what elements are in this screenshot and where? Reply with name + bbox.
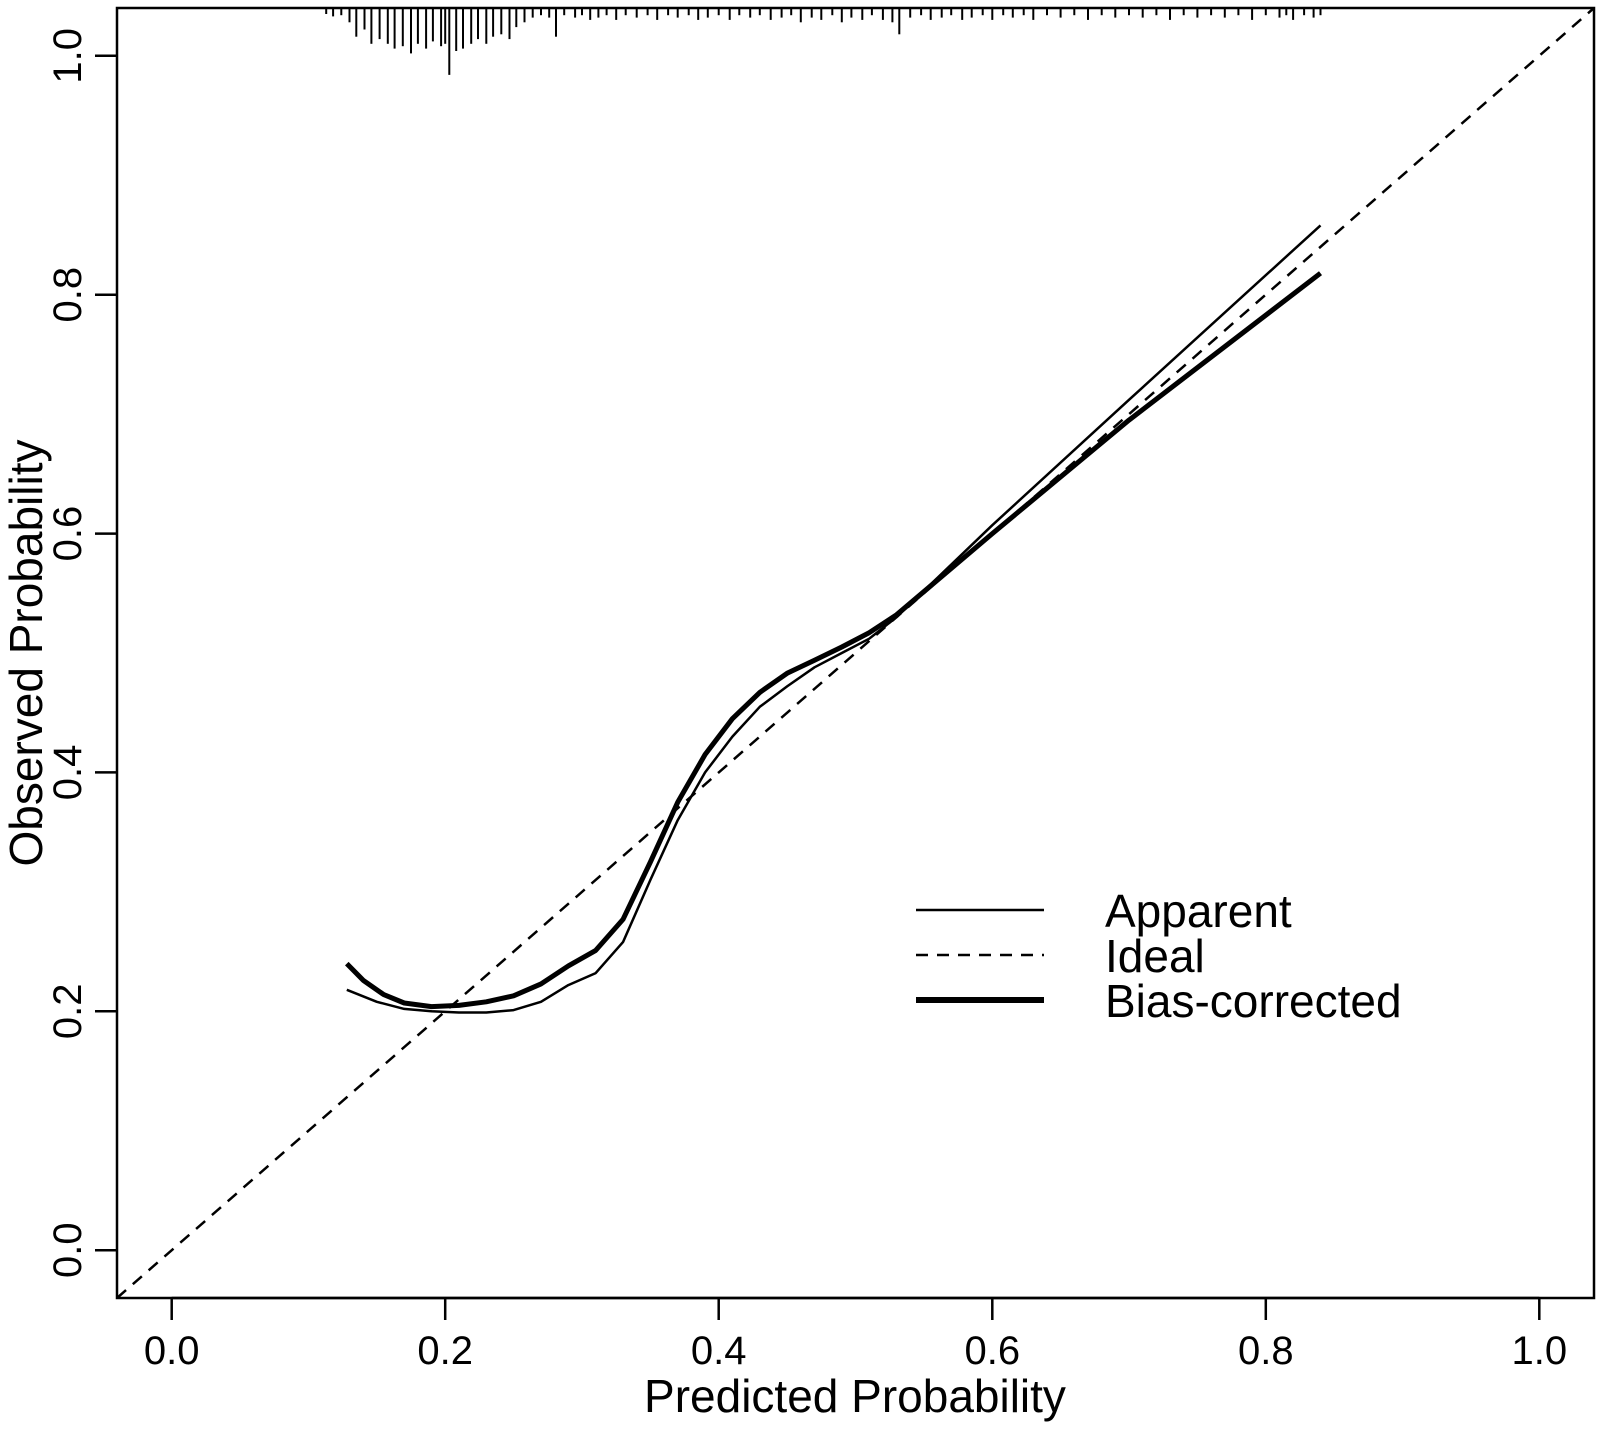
y-tick-label: 0.2 xyxy=(46,983,90,1039)
legend-apparent-label: Apparent xyxy=(1105,885,1292,937)
y-tick-label: 0.6 xyxy=(46,506,90,562)
y-tick-label: 0.0 xyxy=(46,1222,90,1278)
x-tick-label: 0.6 xyxy=(964,1329,1020,1373)
y-tick-label: 0.4 xyxy=(46,745,90,801)
legend-ideal-label: Ideal xyxy=(1105,930,1205,982)
x-tick-label: 0.4 xyxy=(691,1329,747,1373)
y-axis: 0.0 0.2 0.4 0.6 0.8 1.0 xyxy=(46,28,117,1278)
apparent-series xyxy=(346,224,1322,1014)
x-tick-label: 0.0 xyxy=(144,1329,200,1373)
bias-corrected-series xyxy=(345,271,1323,1010)
y-tick-label: 0.8 xyxy=(46,267,90,323)
legend-bias-corrected-label: Bias-corrected xyxy=(1105,975,1402,1027)
apparent-line xyxy=(346,224,1322,1014)
ideal-series xyxy=(116,7,1595,1299)
bias-corrected-line xyxy=(345,271,1323,1010)
ideal-line xyxy=(116,7,1595,1299)
y-tick-label: 1.0 xyxy=(46,28,90,84)
y-axis-label: Observed Probability xyxy=(0,440,52,867)
x-tick-label: 0.2 xyxy=(417,1329,473,1373)
x-tick-label: 0.8 xyxy=(1238,1329,1294,1373)
x-axis: 0.0 0.2 0.4 0.6 0.8 1.0 xyxy=(144,1296,1567,1373)
x-axis-label: Predicted Probability xyxy=(644,1370,1066,1422)
rug-marks xyxy=(325,8,1322,75)
x-tick-label: 1.0 xyxy=(1511,1329,1567,1373)
legend: Apparent Ideal Bias-corrected xyxy=(916,885,1402,1027)
